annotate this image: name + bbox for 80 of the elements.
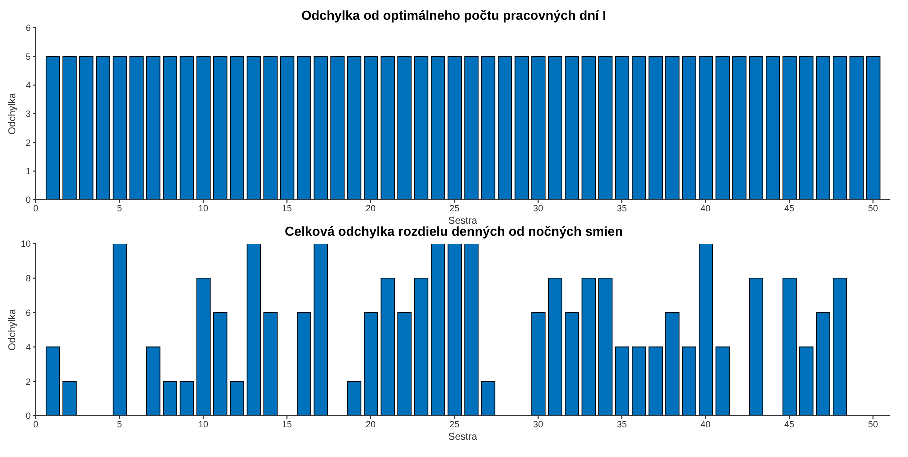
bar [196, 278, 211, 416]
x-tick-label: 50 [868, 419, 878, 430]
bar [62, 381, 77, 416]
bar [112, 244, 128, 416]
y-tick-label: 2 [26, 376, 31, 387]
x-tick-label: 10 [198, 419, 208, 430]
chart-title: Celková odchylka rozdielu denných od nočných smien [284, 224, 624, 240]
bar [532, 312, 546, 416]
bar [716, 346, 730, 416]
bar [414, 278, 429, 416]
bar [800, 346, 814, 416]
bar [632, 346, 646, 416]
chart-title: Odchylka od optimálneho počtu pracovných dní I [300, 8, 608, 24]
y-tick-label: 2 [26, 138, 31, 148]
bar [180, 381, 194, 416]
y-axis-title: Odchylka [8, 308, 19, 351]
y-tick-label: 4 [26, 342, 31, 352]
bar [398, 312, 412, 416]
bar [46, 346, 60, 416]
bar [314, 244, 328, 416]
x-axis-title: Sestra [448, 432, 478, 443]
bar [648, 346, 663, 416]
bar [666, 312, 680, 416]
y-tick-label: 5 [26, 52, 31, 62]
x-tick-label: 10 [198, 203, 208, 214]
bar [448, 244, 462, 416]
x-tick-label: 40 [700, 203, 711, 214]
bar [246, 244, 262, 416]
y-tick-label: 8 [26, 274, 31, 284]
x-tick-label: 25 [450, 419, 460, 430]
bar [264, 312, 278, 416]
bar [749, 278, 764, 416]
x-tick-label: 15 [282, 203, 292, 214]
bar [832, 278, 848, 416]
y-tick-label: 1 [26, 166, 31, 177]
x-tick-label: 35 [617, 203, 628, 214]
bar [213, 312, 228, 416]
bar [347, 381, 362, 416]
x-tick-label: 45 [784, 203, 795, 214]
x-tick-label: 5 [117, 203, 122, 214]
bar [431, 244, 446, 416]
x-tick-label: 45 [784, 419, 795, 430]
x-tick-label: 35 [617, 419, 628, 430]
bar [816, 312, 830, 416]
bar [230, 381, 244, 416]
bar [582, 278, 596, 416]
bar [464, 244, 479, 416]
y-tick-label: 0 [26, 411, 31, 422]
bar [615, 346, 630, 416]
x-tick-label: 15 [282, 419, 292, 430]
y-axis-title: Odchylka [8, 92, 19, 135]
bar [699, 244, 714, 416]
bar [163, 381, 178, 416]
x-axis-title: Sestra [448, 216, 478, 227]
bar [548, 278, 563, 416]
bar [297, 312, 312, 416]
bar [380, 278, 396, 416]
y-tick-label: 3 [26, 109, 31, 120]
bar [682, 346, 696, 416]
x-tick-label: 0 [33, 419, 39, 430]
x-tick-label: 25 [450, 203, 460, 214]
x-tick-label: 20 [366, 419, 376, 430]
y-tick-label: 0 [26, 195, 31, 206]
x-tick-label: 5 [117, 419, 122, 430]
bar [364, 312, 378, 416]
bar [782, 278, 797, 416]
x-tick-label: 20 [366, 203, 376, 214]
y-tick-label: 10 [20, 239, 31, 250]
x-tick-label: 0 [33, 203, 39, 214]
x-tick-label: 40 [700, 419, 711, 430]
y-tick-label: 6 [26, 308, 31, 318]
bar [481, 381, 496, 416]
x-tick-label: 30 [533, 203, 544, 214]
bar [565, 312, 580, 416]
x-tick-label: 30 [533, 419, 544, 430]
bar [598, 278, 613, 416]
bar [146, 346, 161, 416]
y-tick-label: 4 [26, 80, 31, 91]
x-tick-label: 50 [868, 203, 878, 214]
y-tick-label: 6 [26, 23, 31, 34]
